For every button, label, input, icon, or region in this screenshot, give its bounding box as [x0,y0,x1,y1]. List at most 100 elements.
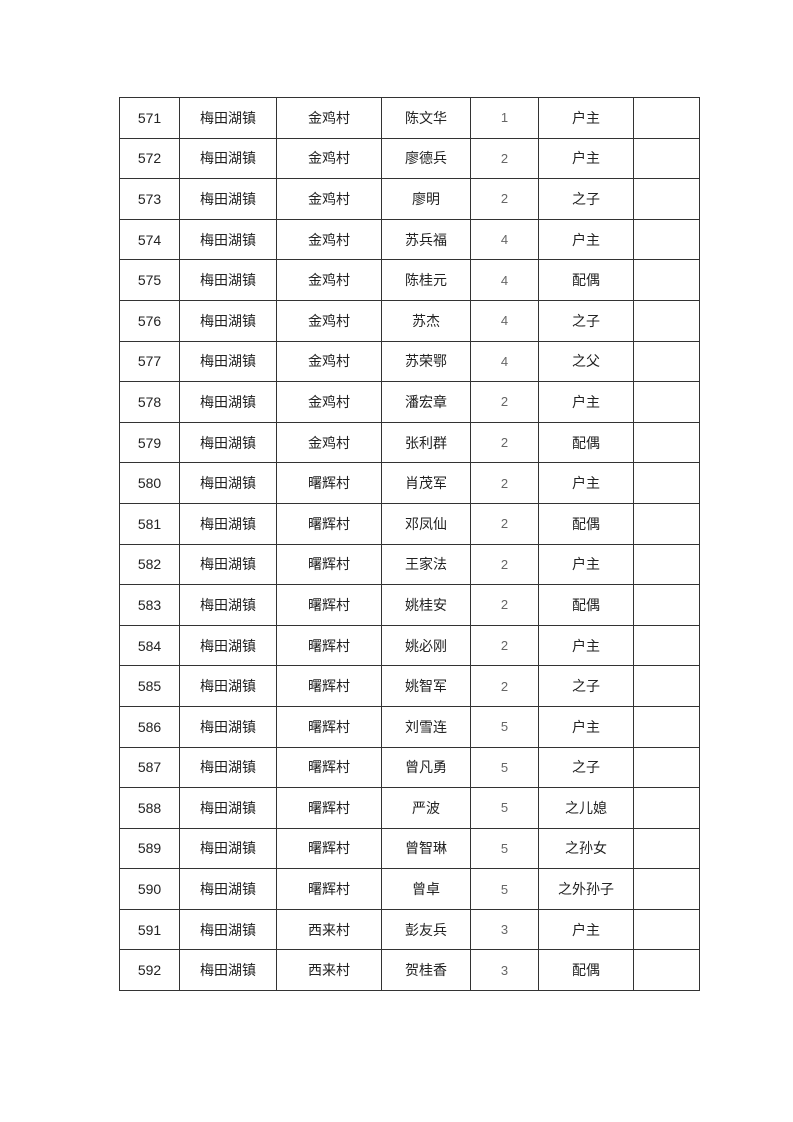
village-cell: 金鸡村 [276,421,382,464]
table-row: 577 梅田湖镇 金鸡村 苏荣鄂 4 之父 [119,340,700,383]
remark-cell [633,868,700,910]
town-cell: 梅田湖镇 [179,908,277,951]
remark-cell [633,299,700,342]
relation-cell: 配偶 [538,421,634,464]
index-cell: 577 [119,340,180,383]
village-cell: 曙辉村 [276,624,382,667]
relation-cell: 户主 [538,624,634,667]
index-cell: 589 [119,827,180,870]
remark-cell [633,624,700,667]
town-cell: 梅田湖镇 [179,137,277,180]
table-row: 587 梅田湖镇 曙辉村 曾凡勇 5 之子 [119,746,700,789]
town-cell: 梅田湖镇 [179,543,277,586]
village-cell: 曙辉村 [276,543,382,586]
relation-cell: 之外孙子 [538,868,634,910]
index-cell: 578 [119,381,180,423]
remark-cell [633,218,700,261]
index-cell: 584 [119,624,180,667]
household-size-cell: 5 [470,868,539,910]
name-cell: 曾智琳 [381,827,471,870]
table-row: 574 梅田湖镇 金鸡村 苏兵福 4 户主 [119,218,700,261]
remark-cell [633,502,700,545]
town-cell: 梅田湖镇 [179,462,277,504]
index-cell: 590 [119,868,180,910]
name-cell: 张利群 [381,421,471,464]
village-cell: 金鸡村 [276,340,382,383]
table-row: 590 梅田湖镇 曙辉村 曾卓 5 之外孙子 [119,868,700,910]
table-body: 571 梅田湖镇 金鸡村 陈文华 1 户主 572 梅田湖镇 金鸡村 廖德兵 2 户主 573 梅田湖镇金… [119,97,700,992]
household-size-cell: 2 [470,502,539,545]
household-table: 571 梅田湖镇 金鸡村 陈文华 1 户主 572 梅田湖镇 金鸡村 廖德兵 2 户主 573 梅田湖镇金… [119,97,700,992]
relation-cell: 户主 [538,137,634,180]
remark-cell [633,178,700,220]
remark-cell [633,340,700,383]
town-cell: 梅田湖镇 [179,827,277,870]
village-cell: 曙辉村 [276,462,382,504]
index-cell: 575 [119,259,180,301]
village-cell: 曙辉村 [276,868,382,910]
remark-cell [633,97,700,139]
village-cell: 曙辉村 [276,705,382,748]
name-cell: 廖德兵 [381,137,471,180]
town-cell: 梅田湖镇 [179,218,277,261]
relation-cell: 户主 [538,97,634,139]
table-row: 586 梅田湖镇 曙辉村 刘雪连 5 户主 [119,705,700,748]
relation-cell: 户主 [538,705,634,748]
town-cell: 梅田湖镇 [179,502,277,545]
index-cell: 572 [119,137,180,180]
village-cell: 曙辉村 [276,787,382,829]
village-cell: 曙辉村 [276,746,382,789]
household-size-cell: 2 [470,462,539,504]
table-row: 576 梅田湖镇 金鸡村 苏杰 4 之子 [119,299,700,342]
table-row: 578 梅田湖镇 金鸡村 潘宏章 2 户主 [119,381,700,423]
remark-cell [633,259,700,301]
index-cell: 591 [119,908,180,951]
relation-cell: 配偶 [538,502,634,545]
village-cell: 曙辉村 [276,584,382,626]
index-cell: 576 [119,299,180,342]
relation-cell: 配偶 [538,949,634,992]
table-row: 585 梅田湖镇 曙辉村 姚智军 2 之子 [119,665,700,707]
table-row: 582 梅田湖镇 曙辉村 王家法 2 户主 [119,543,700,586]
name-cell: 苏杰 [381,299,471,342]
relation-cell: 之子 [538,746,634,789]
name-cell: 苏荣鄂 [381,340,471,383]
town-cell: 梅田湖镇 [179,97,277,139]
relation-cell: 之孙女 [538,827,634,870]
table-row: 588 梅田湖镇 曙辉村 严波 5 之儿媳 [119,787,700,829]
name-cell: 陈文华 [381,97,471,139]
remark-cell [633,705,700,748]
name-cell: 廖明 [381,178,471,220]
name-cell: 严波 [381,787,471,829]
town-cell: 梅田湖镇 [179,259,277,301]
relation-cell: 配偶 [538,259,634,301]
name-cell: 刘雪连 [381,705,471,748]
village-cell: 金鸡村 [276,259,382,301]
village-cell: 曙辉村 [276,665,382,707]
town-cell: 梅田湖镇 [179,746,277,789]
village-cell: 金鸡村 [276,97,382,139]
town-cell: 梅田湖镇 [179,787,277,829]
table-row: 583 梅田湖镇 曙辉村 姚桂安 2 配偶 [119,584,700,626]
table-row: 592 梅田湖镇 西来村 贺桂香 3 配偶 [119,949,700,992]
remark-cell [633,787,700,829]
name-cell: 贺桂香 [381,949,471,992]
name-cell: 彭友兵 [381,908,471,951]
household-size-cell: 4 [470,299,539,342]
remark-cell [633,381,700,423]
remark-cell [633,462,700,504]
town-cell: 梅田湖镇 [179,868,277,910]
town-cell: 梅田湖镇 [179,178,277,220]
town-cell: 梅田湖镇 [179,665,277,707]
household-size-cell: 1 [470,97,539,139]
relation-cell: 之儿媳 [538,787,634,829]
remark-cell [633,665,700,707]
village-cell: 金鸡村 [276,137,382,180]
table-row: 581 梅田湖镇 曙辉村 邓凤仙 2 配偶 [119,502,700,545]
name-cell: 姚桂安 [381,584,471,626]
household-size-cell: 5 [470,827,539,870]
village-cell: 金鸡村 [276,381,382,423]
relation-cell: 户主 [538,908,634,951]
household-size-cell: 3 [470,908,539,951]
table-row: 572 梅田湖镇 金鸡村 廖德兵 2 户主 [119,137,700,180]
